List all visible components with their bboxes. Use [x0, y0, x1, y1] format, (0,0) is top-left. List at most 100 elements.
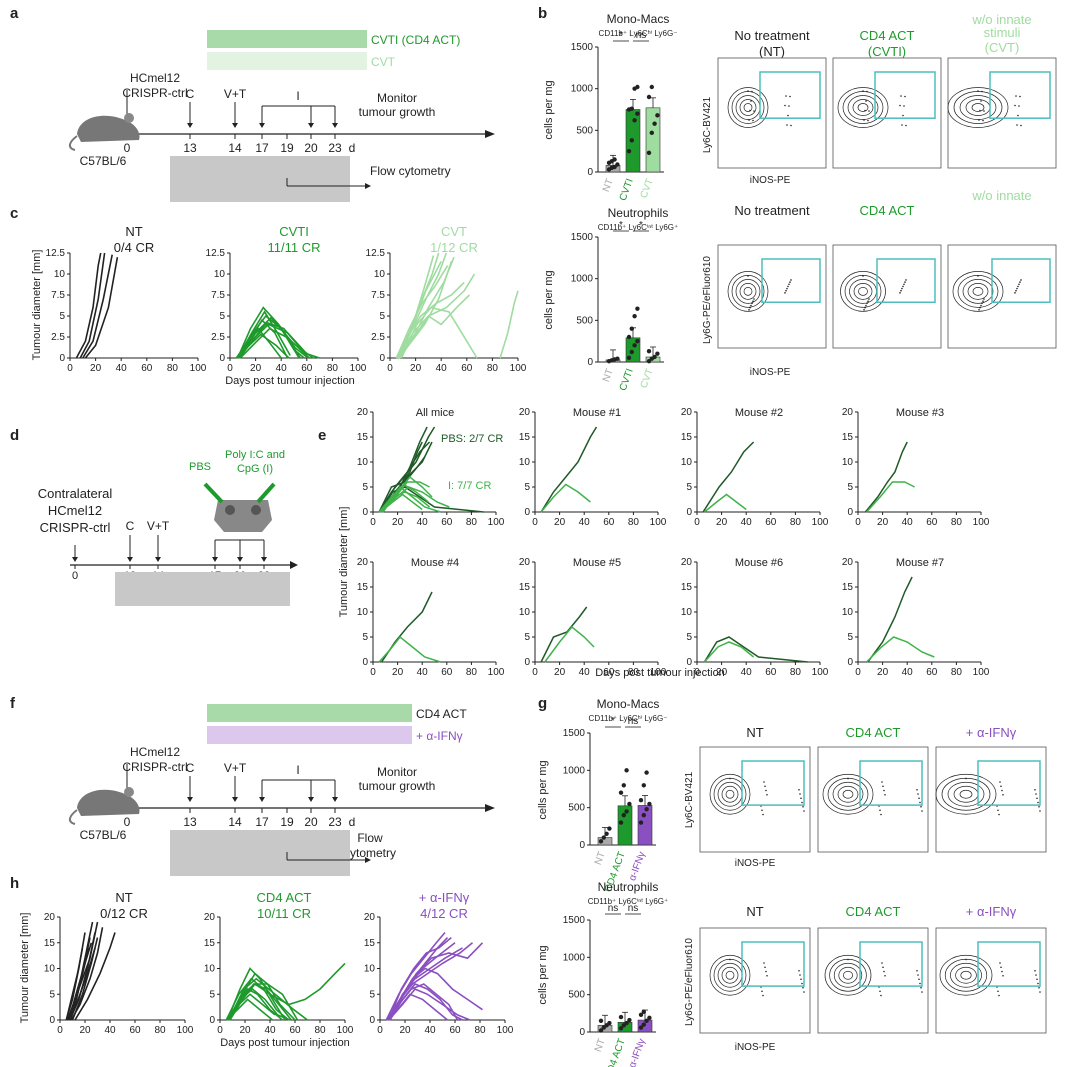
- panel-letter: b: [538, 5, 547, 22]
- day-label: 14: [228, 141, 242, 155]
- growth-curve: [66, 947, 90, 1021]
- y-tick-label: 5: [362, 632, 368, 643]
- x-tick-label: 0: [694, 667, 700, 678]
- y-tick-label: 0: [587, 167, 593, 178]
- data-point: [646, 348, 652, 354]
- flow-gate: [876, 258, 936, 304]
- y-tick-label: 0: [579, 1027, 585, 1038]
- flow-contour: [858, 287, 868, 296]
- flow-xlabel: iNOS-PE: [735, 1042, 776, 1053]
- y-tick-label: 10: [214, 269, 226, 280]
- y-tick-label: 20: [681, 557, 693, 568]
- e-title: Mouse #4: [411, 557, 459, 569]
- treatment-band: [207, 704, 412, 722]
- data-point: [627, 1017, 632, 1023]
- y-tick-label: 1000: [571, 274, 594, 285]
- flow-event: [802, 986, 804, 989]
- arrow-head: [187, 123, 193, 128]
- growth-curve: [703, 493, 747, 513]
- x-tick-label: 100: [812, 517, 829, 528]
- x-tick-label: 0: [57, 1025, 63, 1036]
- flow-contour: [852, 99, 874, 116]
- growth-curve: [544, 625, 595, 663]
- data-point: [635, 306, 640, 311]
- flow-plot: [817, 746, 929, 853]
- y-tick-label: 5: [686, 632, 692, 643]
- flow-event: [753, 298, 755, 300]
- x-tick-label: 60: [129, 1025, 141, 1036]
- flow-header: w/o innate: [971, 12, 1031, 27]
- flow-contour: [735, 279, 761, 304]
- data-point: [618, 1026, 624, 1031]
- category-label: NT: [593, 850, 608, 866]
- flow-event: [901, 287, 903, 290]
- panel-letter: h: [10, 875, 19, 892]
- growth-curve: [540, 483, 591, 513]
- y-tick-label: 20: [842, 407, 854, 418]
- flow-event: [977, 90, 979, 92]
- x-tick-label: 80: [487, 363, 499, 374]
- data-point: [652, 354, 657, 360]
- flow-event: [764, 785, 766, 788]
- x-tick-label: 0: [217, 1025, 223, 1036]
- c-title: NT: [125, 224, 142, 239]
- data-point: [644, 1018, 649, 1023]
- x-tick-label: 40: [276, 363, 288, 374]
- flow-event: [879, 990, 881, 993]
- data-point: [641, 1022, 646, 1027]
- flow-event: [905, 279, 907, 281]
- data-point: [641, 1009, 646, 1015]
- x-tick-label: 80: [466, 667, 478, 678]
- flow-contour: [952, 271, 1004, 312]
- data-point: [644, 806, 649, 812]
- x-tick-label: 20: [877, 667, 889, 678]
- bar-subtitle: CD11b⁺ Ly6Cʰⁱ Ly6G⁻: [589, 714, 668, 723]
- e-title: Mouse #2: [735, 407, 783, 419]
- flow-event: [765, 970, 767, 973]
- y-tick-label: 5: [49, 989, 55, 1000]
- flow-event: [981, 302, 983, 305]
- flow-event: [863, 119, 865, 121]
- y-label: cells per mg: [543, 270, 555, 329]
- growth-curve: [703, 636, 808, 663]
- x-tick-label: 60: [449, 1025, 461, 1036]
- flow-event: [766, 974, 768, 977]
- flow-xlabel: iNOS-PE: [750, 175, 791, 186]
- flow-event: [997, 990, 999, 993]
- x-tick-label: 0: [370, 667, 376, 678]
- y-tick-label: 20: [44, 912, 56, 923]
- arrow-head: [212, 557, 218, 562]
- day-label: 19: [280, 815, 294, 829]
- flow-gate: [977, 941, 1041, 987]
- y-tick-label: 5: [209, 989, 215, 1000]
- y-tick-label: 15: [842, 582, 854, 593]
- x-tick-label: 40: [116, 363, 128, 374]
- x-tick-label: 40: [264, 1025, 276, 1036]
- flow-event: [763, 781, 765, 783]
- x-tick-label: 100: [350, 363, 367, 374]
- arrow-head: [332, 797, 338, 802]
- flow-event: [903, 105, 905, 107]
- growth-curve: [499, 290, 519, 359]
- growth-curve: [866, 636, 935, 663]
- growth-curve: [65, 947, 84, 1021]
- y-tick-label: 15: [44, 938, 56, 949]
- x-tick-label: 20: [392, 667, 404, 678]
- growth-curve: [702, 441, 755, 513]
- flow-event: [884, 974, 886, 977]
- y-tick-label: 5: [686, 482, 692, 493]
- flow-contour: [843, 970, 853, 980]
- flow-label: cytometry: [344, 846, 396, 860]
- data-point: [635, 338, 640, 344]
- y-label: cells per mg: [537, 945, 549, 1004]
- flow-event: [863, 309, 865, 311]
- x-tick-label: 60: [289, 1025, 301, 1036]
- flow-ylabel: Ly6G-PE/eFluor610: [702, 256, 713, 344]
- growth-curve: [398, 261, 453, 359]
- flow-contour: [739, 283, 757, 300]
- flow-event: [900, 289, 902, 292]
- x-label: Days post tumour injection: [225, 375, 355, 387]
- y-tick-label: 10: [44, 964, 56, 975]
- poly-label: Poly I:C and: [225, 449, 285, 461]
